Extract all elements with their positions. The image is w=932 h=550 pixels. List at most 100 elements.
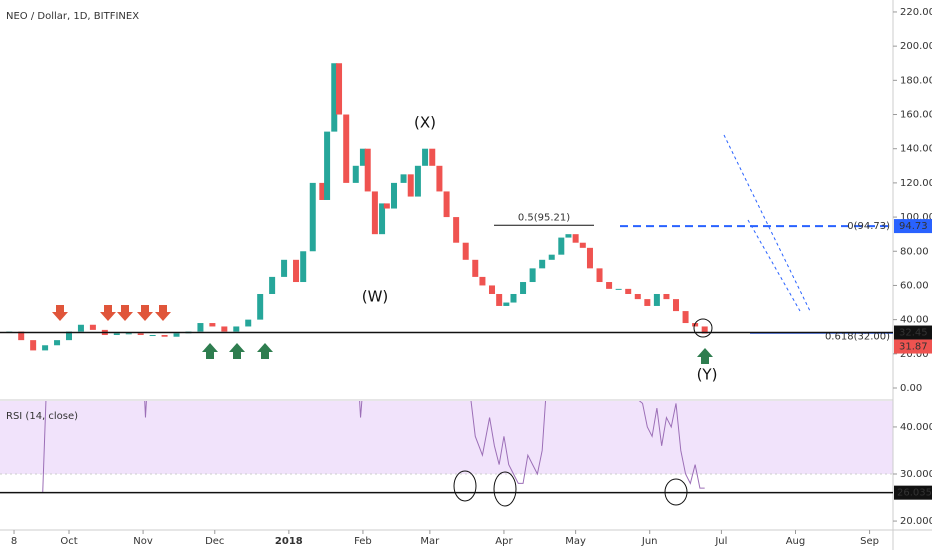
candle [701,326,708,334]
sell-arrows [52,305,171,321]
candle [89,324,96,330]
y-tick-label: 120.00 [900,178,932,189]
candle [586,247,593,269]
candle [293,259,300,283]
candle [257,293,264,320]
x-tick-label: May [565,536,586,547]
x-tick-label: Dec [205,536,224,547]
candle [453,217,460,243]
candle [371,191,378,235]
candle [596,268,603,283]
candle [173,333,180,337]
price-tag: 94.73 [899,221,928,232]
price-tag-bg [894,219,932,234]
candle [479,276,486,286]
x-tick-label: Oct [60,536,77,547]
y-tick-label: 40.0000 [900,422,932,433]
projection-line [723,134,811,312]
candle [422,148,429,166]
price-tag-bg [894,325,932,340]
candle [161,335,168,337]
candle [443,191,450,218]
candle [558,237,565,255]
candle [673,299,680,312]
candle [18,331,25,341]
candle [209,323,216,327]
candle [269,276,276,294]
candle [359,148,366,166]
candle [197,323,204,332]
y-tick-label: 60.00 [900,280,929,291]
y-tick-label: 140.00 [900,144,932,155]
x-tick-label: 2018 [275,536,303,547]
rsi-band [0,401,893,474]
candle [245,319,252,327]
x-tick-label: Nov [133,536,153,547]
x-tick-label: Aug [786,536,806,547]
candle [300,251,307,283]
candle [391,182,398,209]
candle [42,345,49,351]
candle [125,333,132,335]
y-tick-label: 220.00 [900,7,932,18]
candle [352,165,359,183]
candle [472,259,479,277]
price-tag-bg [894,339,932,354]
circle-marker [453,470,477,502]
y-tick-label: 20.0000 [900,516,932,527]
y-tick-label: 40.00 [900,315,929,326]
candle [436,165,443,192]
fib-label: 0.5(95.21) [518,212,570,223]
x-tick-label: Mar [420,536,440,547]
candle [496,293,503,306]
candle [572,234,579,243]
candle [462,242,469,260]
candle [77,324,84,332]
wave-label: (Y) [697,366,718,384]
projection-line [747,219,801,312]
candle [233,326,240,332]
candle [324,131,331,200]
candle [548,254,555,260]
candle [682,311,689,324]
candle [529,268,536,283]
x-tick-label: Apr [495,536,513,547]
x-tick-label: 8 [11,536,17,547]
wave-label: (W) [362,288,389,306]
candle [407,174,414,197]
candle [54,340,61,346]
y-tick-label: 200.00 [900,41,932,52]
y-tick-label: 20.00 [900,349,929,360]
candle [400,174,407,183]
candle [692,323,699,327]
candle [309,182,316,252]
candle [414,165,421,197]
candle [331,63,338,132]
candle [319,182,326,200]
candle [579,242,586,248]
candle [137,333,144,336]
candle [149,335,156,337]
candle [30,340,37,351]
candle [343,114,350,183]
candle [429,148,436,166]
candle [615,288,622,290]
candle [634,293,641,300]
candle [65,331,72,341]
candle [606,282,613,289]
y-tick-label: 0.00 [900,383,922,394]
price-tag: 31.87 [899,342,928,353]
fib-label: 0.618(32.00) [825,331,890,342]
y-tick-label: 160.00 [900,110,932,121]
candle [644,299,651,306]
circle-marker [493,471,517,507]
y-tick-label: 80.00 [900,246,929,257]
candle [653,293,660,306]
x-tick-label: Sep [860,536,879,547]
buy-arrows [202,343,713,364]
price-tag: 32.45 [899,328,928,339]
chart-title: NEO / Dollar, 1D, BITFINEX [6,11,139,22]
y-tick-label: 30.0000 [900,469,932,480]
candle [113,333,120,336]
